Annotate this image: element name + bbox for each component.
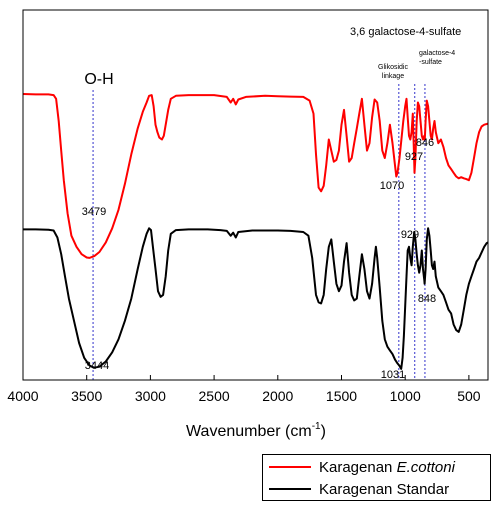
annotation-g4s-2: -sulfate xyxy=(419,59,442,66)
annotation-galactose-36: 3,6 galactose-4-sulfate xyxy=(350,26,461,38)
plot-frame xyxy=(22,9,489,381)
label-black-848: 848 xyxy=(418,293,436,305)
x-tick-label-1500: 1500 xyxy=(326,388,357,404)
series-layer xyxy=(22,93,489,370)
x-tick-label-2500: 2500 xyxy=(199,388,230,404)
legend-item-black: Karagenan Standar xyxy=(263,478,490,500)
series-line-standar xyxy=(23,227,489,370)
x-tick-label-1000: 1000 xyxy=(390,388,421,404)
legend-label-red: Karagenan E.cottoni xyxy=(319,458,455,476)
x-tick-label-3000: 3000 xyxy=(135,388,166,404)
legend-swatch-red xyxy=(269,466,311,468)
annotation-oh: O-H xyxy=(84,71,113,88)
label-black-1031: 1031 xyxy=(381,369,405,381)
label-red-3479: 3479 xyxy=(82,206,106,218)
label-red-927: 927 xyxy=(405,151,423,163)
label-black-3444: 3444 xyxy=(85,360,109,372)
label-red-1070: 1070 xyxy=(380,180,404,192)
legend-swatch-black xyxy=(269,488,311,490)
x-tick-label-4000: 4000 xyxy=(7,388,38,404)
annotation-glikosidic-2: linkage xyxy=(382,73,404,80)
x-axis-title: Wavenumber (cm-1) xyxy=(186,421,326,440)
label-red-846: 846 xyxy=(416,137,434,149)
legend-label-black: Karagenan Standar xyxy=(319,480,450,498)
annotation-g4s-1: galactose-4 xyxy=(419,50,455,57)
label-black-929: 929 xyxy=(401,229,419,241)
reference-lines xyxy=(92,84,426,380)
x-tick-label-3500: 3500 xyxy=(71,388,102,404)
x-tick-label-500: 500 xyxy=(457,388,481,404)
legend-item-red: Karagenan E.cottoni xyxy=(263,456,490,478)
x-axis-ticks: 4000 3500 3000 2500 2000 1500 1000 500 xyxy=(7,375,481,404)
x-tick-label-2000: 2000 xyxy=(262,388,293,404)
series-line-e-cottoni xyxy=(22,93,489,259)
annotation-glikosidic-1: Glikosidic xyxy=(378,64,408,71)
legend: Karagenan E.cottoni Karagenan Standar xyxy=(262,454,491,501)
